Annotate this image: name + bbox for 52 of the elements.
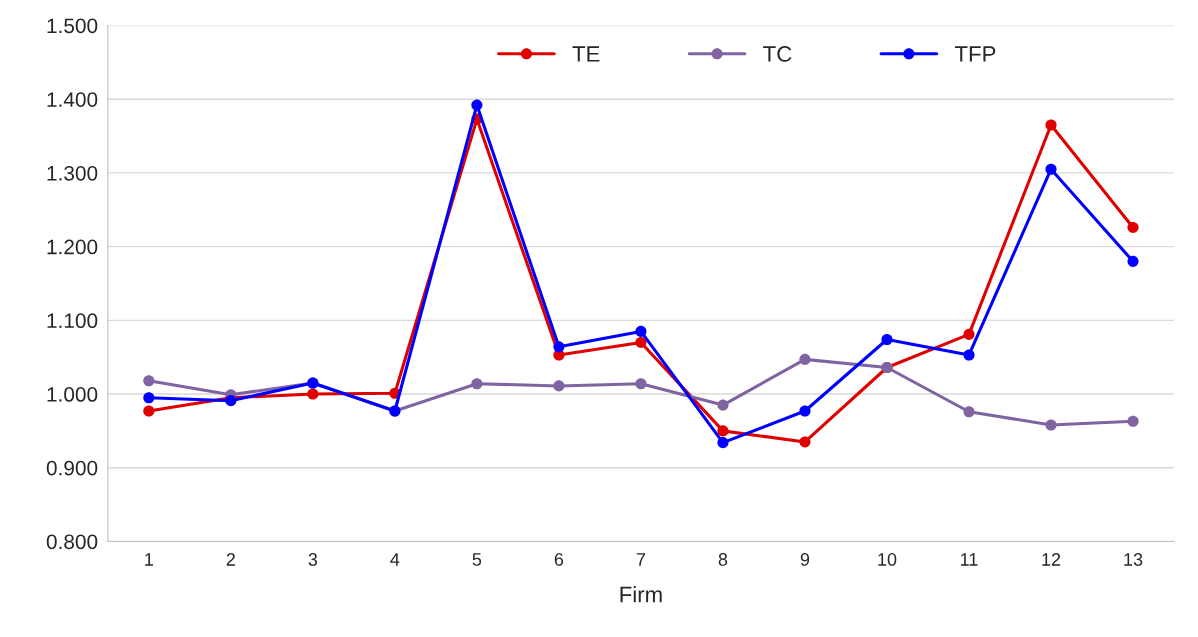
point <box>143 405 155 417</box>
point <box>799 436 811 448</box>
point <box>1127 255 1139 267</box>
point <box>471 378 483 390</box>
x-tick-label: 3 <box>308 553 318 566</box>
point <box>553 380 565 392</box>
x-tick-label: 9 <box>800 553 810 566</box>
x-tick-label: 8 <box>718 553 728 566</box>
point <box>1045 163 1057 175</box>
y-tick-label: 1.400 <box>47 92 98 107</box>
x-tick-label: 1 <box>145 553 153 566</box>
x-tick-label: 5 <box>472 553 482 566</box>
point <box>717 437 729 449</box>
y-tick-label: 1.500 <box>47 18 98 34</box>
point <box>799 405 811 417</box>
point <box>307 388 319 400</box>
legend-label: TFP <box>954 46 996 62</box>
y-tick-label: 1.200 <box>47 239 98 255</box>
x-axis-title: Firm <box>620 586 662 603</box>
y-tick-label: 1.100 <box>47 313 98 329</box>
point <box>143 375 155 387</box>
x-tick-label: 12 <box>1042 553 1061 566</box>
point <box>717 425 729 437</box>
point <box>717 399 729 411</box>
point <box>1127 415 1139 427</box>
point <box>553 341 565 353</box>
x-tick-label: 2 <box>226 553 235 566</box>
point <box>635 325 647 337</box>
y-tick-label: 0.900 <box>46 460 98 476</box>
legend-label: TE <box>572 46 600 62</box>
point <box>1045 119 1057 131</box>
x-tick-label: 7 <box>636 553 646 566</box>
point <box>635 378 647 390</box>
legend-label: TC <box>763 46 792 62</box>
point <box>635 336 647 348</box>
y-tick-label: 0.800 <box>46 534 98 550</box>
point <box>963 328 975 340</box>
point <box>881 333 893 346</box>
point <box>799 353 811 365</box>
point <box>963 349 975 361</box>
x-tick-label: 10 <box>878 553 897 566</box>
point <box>1127 221 1139 233</box>
point <box>143 392 155 404</box>
x-tick-label: 4 <box>390 553 400 566</box>
point <box>963 406 975 418</box>
point <box>1045 419 1057 431</box>
point <box>471 99 483 111</box>
x-tick-label: 13 <box>1124 553 1143 566</box>
y-tick-label: 1.000 <box>47 387 98 402</box>
x-tick-label: 11 <box>961 553 978 566</box>
x-tick-label: 6 <box>554 553 564 566</box>
y-tick-label: 1.300 <box>47 165 98 181</box>
